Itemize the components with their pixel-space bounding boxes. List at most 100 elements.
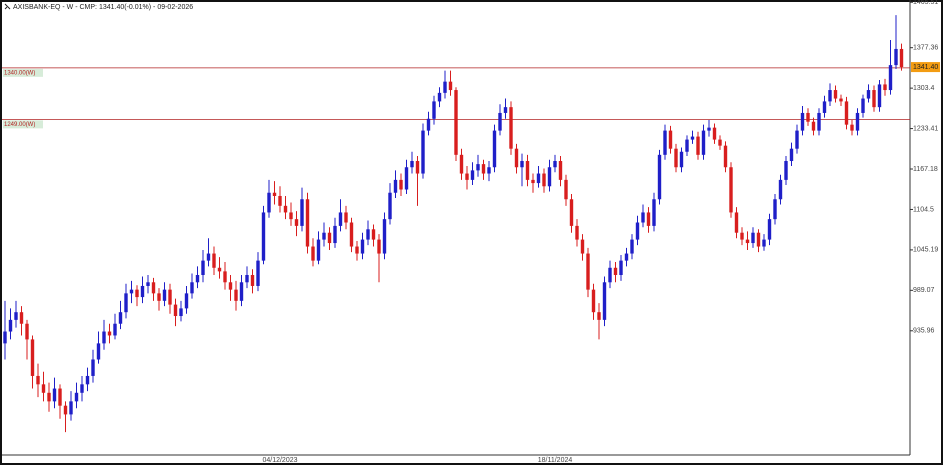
y-tick-label: 1045.19 [913, 247, 938, 254]
candle-body [118, 312, 123, 324]
candle-body [481, 164, 486, 174]
candle-body [575, 225, 579, 240]
candle-body [646, 212, 651, 226]
candle-body [294, 219, 299, 226]
candle-body [377, 239, 381, 254]
candle-body [789, 148, 794, 162]
y-tick-label: 1377.36 [913, 45, 938, 52]
candle-body [850, 124, 854, 131]
candle-body [580, 239, 585, 254]
candle-body [707, 127, 711, 131]
candle-body [454, 90, 458, 155]
candle-body [558, 161, 563, 180]
candle-body [388, 192, 392, 220]
candle-body [795, 130, 799, 149]
y-tick-label: 1233.41 [913, 125, 938, 132]
candle-body [399, 179, 403, 190]
candle-body [547, 167, 552, 187]
level-label-bg [3, 120, 43, 129]
candle-body [267, 192, 271, 213]
candle-body [184, 293, 189, 309]
candle-body [586, 253, 590, 290]
level-label: 1340.00(W) [4, 70, 35, 76]
candle-body [14, 312, 18, 320]
candle-body [107, 331, 112, 336]
candle-body [591, 289, 596, 313]
candle-body [487, 167, 491, 174]
candle-body [47, 392, 51, 402]
y-tick-label: 1167.18 [913, 166, 938, 173]
candle-body [289, 212, 293, 220]
candle-body [272, 192, 277, 196]
candle-body [470, 170, 475, 180]
candle-body [778, 179, 783, 200]
candle-body [888, 65, 893, 91]
candle-body [96, 343, 101, 360]
candle-body [448, 81, 453, 91]
candle-body [602, 282, 607, 320]
candle-body [492, 130, 497, 168]
chart-title: AXISBANK-EQ - W - CMP: 1341.40(-0.01%) -… [13, 4, 193, 11]
candle-body [542, 173, 546, 187]
candle-body [140, 285, 145, 298]
y-tick-label: 1465.51 [913, 0, 938, 6]
candle-body [74, 392, 79, 402]
candle-body [322, 232, 326, 240]
candle-body [844, 101, 849, 125]
candle-body [894, 48, 898, 66]
candle-body [3, 331, 7, 344]
candle-body [476, 164, 480, 171]
candle-body [206, 253, 211, 261]
candle-body [569, 199, 574, 226]
candle-body [162, 289, 167, 301]
candle-body [151, 282, 156, 294]
level-label: 1249.00(W) [4, 122, 35, 128]
candle-body [30, 339, 35, 376]
x-tick-label: 18/11/2024 [538, 457, 573, 464]
candle-body [102, 331, 106, 344]
candle-body [630, 239, 634, 254]
candle-body [338, 212, 343, 226]
candle-body [212, 253, 216, 268]
candle-body [828, 90, 832, 102]
candle-body [316, 239, 321, 261]
candle-body [624, 253, 629, 261]
candle-body [883, 84, 887, 91]
candle-body [124, 293, 128, 313]
title-icon [4, 3, 11, 10]
candle-body [657, 154, 662, 200]
candle-body [426, 118, 431, 131]
candle-body [36, 375, 40, 385]
candle-body [839, 98, 843, 102]
candle-body [250, 274, 255, 286]
candle-body [861, 98, 865, 113]
candle-body [223, 271, 227, 283]
candle-body [635, 222, 640, 240]
candle-body [234, 289, 238, 301]
candle-body [80, 384, 84, 393]
candle-body [877, 84, 882, 108]
candle-body [531, 179, 535, 184]
candle-body [745, 239, 750, 244]
candle-body [228, 282, 233, 290]
candle-body [85, 375, 90, 385]
candle-body [696, 136, 700, 155]
candle-body [806, 112, 810, 122]
candle-body [773, 199, 777, 220]
candle-body [784, 161, 788, 180]
candle-body [509, 107, 513, 149]
candle-body [872, 90, 876, 108]
y-tick-label: 935.96 [913, 328, 935, 335]
candle-body [536, 173, 541, 184]
candle-body [767, 219, 772, 240]
candle-body [360, 239, 365, 254]
candle-body [58, 388, 62, 406]
candle-body [91, 359, 95, 376]
candle-body [718, 139, 722, 146]
candle-body [459, 154, 464, 174]
y-tick-label: 1104.5 [913, 206, 934, 213]
candle-body [619, 260, 623, 275]
candle-body [190, 282, 194, 294]
